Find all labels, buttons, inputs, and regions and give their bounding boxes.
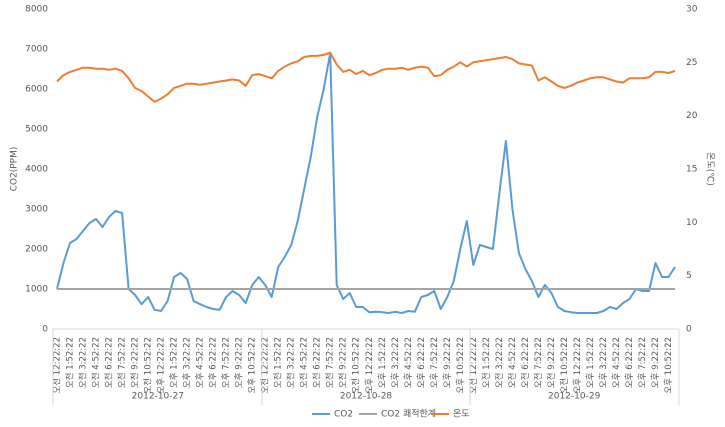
y-tick-label: 2000 — [25, 245, 48, 255]
x-tick-label: 오전 1:52:22 — [481, 337, 492, 388]
x-tick-label: 오전 9:22:22 — [338, 337, 349, 388]
x-tick-label: 오전 3:22:22 — [78, 337, 89, 388]
y-tick-label: 5000 — [25, 125, 48, 135]
x-tick-label: 오전 1:52:22 — [273, 337, 284, 388]
x-tick-label: 오후 9:22:22 — [235, 337, 245, 388]
x-tick-label: 오후 1:52:22 — [170, 337, 180, 388]
x-tick-label: 오후 12:22:22 — [157, 337, 167, 394]
y-tick-label: 6000 — [25, 85, 48, 95]
x-tick-label: 오후 9:22:22 — [443, 337, 453, 388]
x-tick-label: 오전 9:22:22 — [130, 337, 141, 388]
x-tick-label: 오후 4:52:22 — [612, 337, 622, 388]
y-axis-title: CO2(PPM) — [10, 147, 20, 192]
x-tick-label: 오후 1:52:22 — [378, 337, 388, 388]
x-tick-label: 오전 10:52:22 — [143, 337, 154, 394]
x-tick-label: 오전 9:22:22 — [546, 337, 557, 388]
x-tick-label: 오후 6:22:22 — [209, 337, 219, 388]
x-tick-label: 오전 6:22:22 — [520, 337, 531, 388]
legend-label: CO2 쾌적한계 — [381, 408, 436, 420]
x-tick-label: 오전 3:22:22 — [286, 337, 297, 388]
y2-tick-label: 20 — [686, 111, 698, 121]
y-tick-label: 4000 — [25, 165, 48, 175]
x-tick-label: 오전 3:22:22 — [494, 337, 505, 388]
x-tick-label: 오후 12:22:22 — [573, 337, 583, 394]
x-tick-label: 오후 10:52:22 — [248, 337, 258, 394]
y2-tick-label: 5 — [686, 271, 692, 281]
x-tick-label: 오전 4:52:22 — [299, 337, 310, 388]
legend-label: CO2 — [334, 410, 353, 420]
y2-tick-label: 0 — [686, 325, 692, 335]
x-tick-label: 오전 12:22:22 — [468, 337, 479, 394]
x-tick-label: 오전 1:52:22 — [65, 337, 76, 388]
x-tick-label: 오전 4:52:22 — [507, 337, 518, 388]
x-tick-label: 오전 7:52:22 — [117, 337, 128, 388]
x-tick-label: 오후 7:52:22 — [638, 337, 648, 388]
x-tick-label: 오전 10:52:22 — [351, 337, 362, 394]
x-tick-label: 오후 12:22:22 — [365, 337, 375, 394]
x-tick-label: 오전 10:52:22 — [559, 337, 570, 394]
x-tick-label: 오후 7:52:22 — [222, 337, 232, 388]
x-group-label: 2012-10-27 — [132, 392, 184, 402]
legend-label: 온도 — [453, 409, 470, 420]
y-tick-label: 1000 — [25, 285, 48, 295]
y-tick-label: 0 — [42, 325, 48, 335]
x-tick-label: 오전 4:52:22 — [91, 337, 102, 388]
x-tick-label: 오전 12:22:22 — [260, 337, 271, 394]
y-tick-label: 8000 — [25, 5, 48, 15]
x-group-label: 2012-10-28 — [340, 392, 393, 402]
x-tick-label: 오후 6:22:22 — [417, 337, 427, 388]
x-tick-label: 오후 6:22:22 — [625, 337, 635, 388]
x-tick-label: 오후 10:52:22 — [664, 337, 674, 394]
y2-tick-label: 15 — [686, 165, 697, 175]
y-tick-label: 3000 — [25, 205, 48, 215]
x-tick-label: 오후 9:22:22 — [651, 337, 661, 388]
x-tick-label: 오전 7:52:22 — [533, 337, 544, 388]
y2-axis-title: 온도(℃) — [705, 152, 716, 186]
x-tick-label: 오후 7:52:22 — [430, 337, 440, 388]
series-line — [56, 52, 676, 314]
x-tick-label: 오전 6:22:22 — [104, 337, 115, 388]
x-tick-label: 오전 12:22:22 — [52, 337, 63, 394]
series-line — [56, 51, 676, 103]
x-tick-label: 오후 3:22:22 — [391, 337, 401, 388]
x-tick-label: 오전 6:22:22 — [312, 337, 323, 388]
x-tick-label: 오후 10:52:22 — [456, 337, 466, 394]
x-tick-label: 오후 4:52:22 — [196, 337, 206, 388]
y-tick-label: 7000 — [25, 45, 48, 55]
x-tick-label: 오후 3:22:22 — [599, 337, 609, 388]
x-tick-label: 오후 1:52:22 — [586, 337, 596, 388]
x-group-label: 2012-10-29 — [548, 392, 601, 402]
x-tick-label: 오후 4:52:22 — [404, 337, 414, 388]
y2-tick-label: 25 — [686, 58, 697, 68]
x-tick-label: 오후 3:22:22 — [183, 337, 193, 388]
y2-tick-label: 30 — [686, 5, 698, 15]
y2-tick-label: 10 — [686, 218, 698, 228]
x-tick-label: 오전 7:52:22 — [325, 337, 336, 388]
